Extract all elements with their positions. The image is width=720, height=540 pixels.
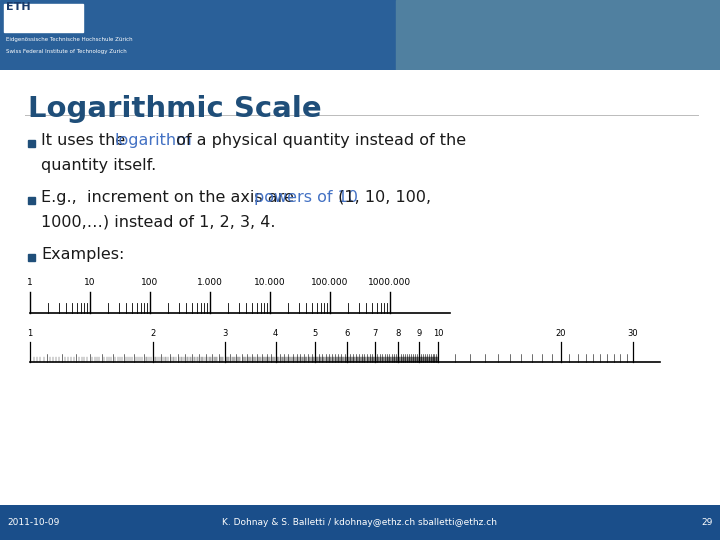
Text: logarithm: logarithm	[114, 133, 192, 147]
Text: 5: 5	[312, 329, 318, 338]
Text: 29: 29	[701, 518, 713, 527]
Text: 10: 10	[84, 278, 96, 287]
Text: ETH: ETH	[6, 2, 30, 12]
Text: 1000,…) instead of 1, 2, 3, 4.: 1000,…) instead of 1, 2, 3, 4.	[41, 214, 276, 230]
Text: Logarithmic Scale: Logarithmic Scale	[28, 95, 322, 123]
Text: 7: 7	[372, 329, 377, 338]
Bar	[0, 0, 396, 70]
Bar	[28, 197, 35, 204]
Text: E.g.,  increment on the axis are: E.g., increment on the axis are	[41, 190, 299, 205]
Bar	[28, 254, 35, 261]
Text: 20: 20	[556, 329, 566, 338]
Text: Eidgenössische Technische Hochschule Zürich: Eidgenössische Technische Hochschule Zür…	[6, 37, 132, 42]
Text: 10: 10	[433, 329, 444, 338]
Text: 3: 3	[222, 329, 228, 338]
Text: 100: 100	[141, 278, 158, 287]
Text: Swiss Federal Institute of Technology Zurich: Swiss Federal Institute of Technology Zu…	[6, 49, 127, 54]
Text: powers of 10: powers of 10	[254, 190, 358, 205]
Text: It uses the: It uses the	[41, 133, 130, 147]
Bar	[4, 3, 83, 31]
Text: quantity itself.: quantity itself.	[41, 158, 156, 173]
Text: 30: 30	[627, 329, 638, 338]
Text: of a physical quantity instead of the: of a physical quantity instead of the	[171, 133, 466, 147]
Text: Examples:: Examples:	[41, 247, 125, 261]
Text: 1.000: 1.000	[197, 278, 223, 287]
Text: 6: 6	[345, 329, 350, 338]
Text: 1: 1	[27, 329, 32, 338]
Text: 100.000: 100.000	[311, 278, 348, 287]
Text: 1000.000: 1000.000	[369, 278, 412, 287]
Text: 2011-10-09: 2011-10-09	[7, 518, 60, 527]
Text: 9: 9	[417, 329, 422, 338]
Text: 8: 8	[396, 329, 401, 338]
Text: 4: 4	[273, 329, 278, 338]
Text: 2: 2	[150, 329, 156, 338]
Text: K. Dohnay & S. Balletti / kdohnay@ethz.ch sballetti@ethz.ch: K. Dohnay & S. Balletti / kdohnay@ethz.c…	[222, 518, 498, 527]
Text: (1, 10, 100,: (1, 10, 100,	[333, 190, 431, 205]
Text: 1: 1	[27, 278, 33, 287]
Text: 10.000: 10.000	[254, 278, 286, 287]
Bar	[28, 140, 35, 147]
Bar	[396, 0, 720, 70]
